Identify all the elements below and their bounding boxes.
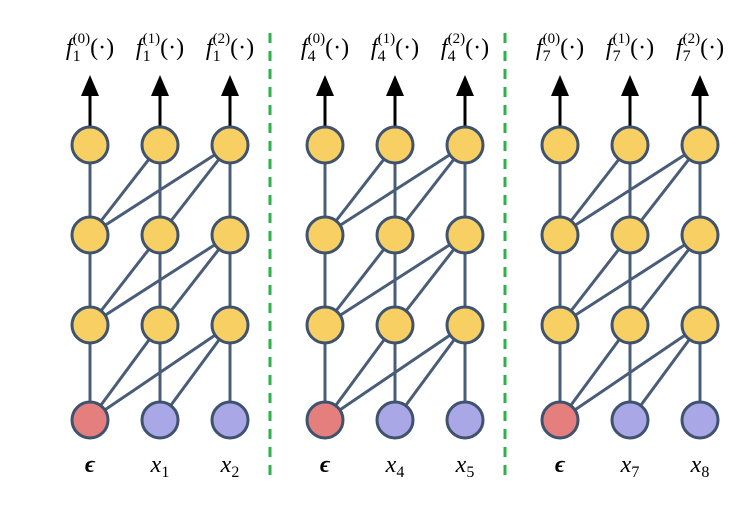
input-node [142,402,178,438]
hidden-node [542,307,578,343]
input-label: x8 [690,452,710,481]
output-label: f7(0)(·) [536,31,584,65]
input-label: x5 [455,452,475,481]
output-label: f4(1)(·) [371,31,419,65]
epsilon-node [542,402,578,438]
network-diagram: f1(0)(·) f1(1)(·) f1(2)(·) f4(0)(·) f4(1)(·)… [0,0,753,511]
hidden-node [72,217,108,253]
input-label: x7 [620,452,640,481]
hidden-node [307,307,343,343]
input-node [682,402,718,438]
output-label: f7(2)(·) [676,31,724,65]
edges-layer [90,145,700,420]
hidden-node [612,307,648,343]
hidden-node [142,307,178,343]
epsilon-node [307,402,343,438]
output-label: f7(1)(·) [606,31,654,65]
input-node [612,402,648,438]
hidden-node [377,217,413,253]
hidden-node [542,127,578,163]
hidden-node [212,217,248,253]
bottom-labels-layer: ϵ x1 x2 ϵ x4 x5 ϵ x7 x8 [85,452,709,481]
hidden-node [72,307,108,343]
hidden-node [612,217,648,253]
input-label: x1 [150,452,170,481]
hidden-node [682,217,718,253]
input-node [377,402,413,438]
top-labels-layer: f1(0)(·) f1(1)(·) f1(2)(·) f4(0)(·) f4(1)(·)… [66,31,724,65]
hidden-node [612,127,648,163]
epsilon-label: ϵ [85,452,96,478]
output-label: f1(2)(·) [206,31,254,65]
hidden-node [542,217,578,253]
hidden-node [72,127,108,163]
arrows-layer [90,78,700,127]
hidden-node [142,127,178,163]
hidden-node [142,217,178,253]
input-label: x4 [385,452,405,481]
output-label: f4(0)(·) [301,31,349,65]
epsilon-label: ϵ [555,452,566,478]
hidden-node [682,307,718,343]
output-label: f1(0)(·) [66,31,114,65]
epsilon-node [72,402,108,438]
hidden-node [447,127,483,163]
input-node [212,402,248,438]
hidden-node [377,307,413,343]
hidden-node [682,127,718,163]
epsilon-label: ϵ [320,452,331,478]
output-label: f1(1)(·) [136,31,184,65]
input-node [447,402,483,438]
hidden-node [212,307,248,343]
hidden-node [307,127,343,163]
hidden-node [307,217,343,253]
hidden-node [212,127,248,163]
hidden-node [447,217,483,253]
output-label: f4(2)(·) [441,31,489,65]
hidden-node [377,127,413,163]
hidden-node [447,307,483,343]
input-label: x2 [220,452,240,481]
